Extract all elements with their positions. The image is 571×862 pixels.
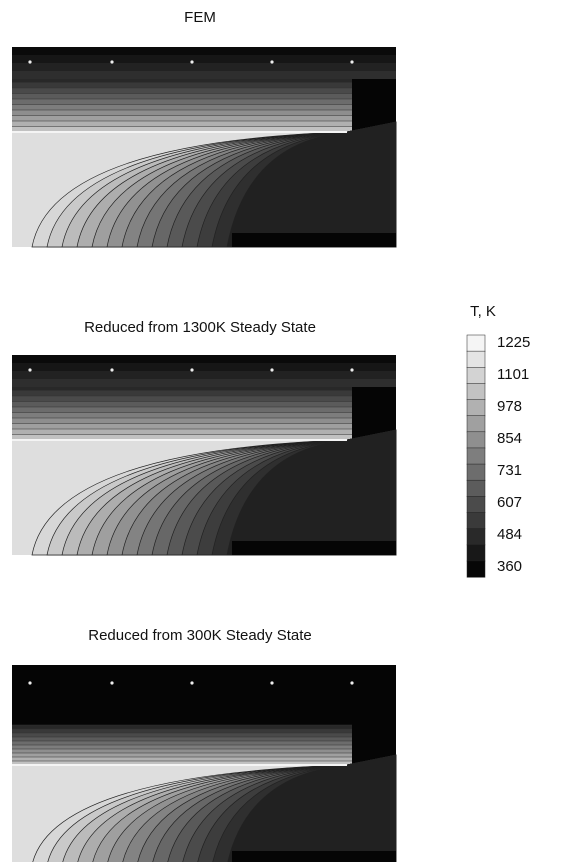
contour-band bbox=[12, 745, 352, 750]
contour-band bbox=[12, 418, 352, 424]
probe-dot bbox=[190, 368, 194, 372]
contour-band bbox=[12, 93, 352, 100]
probe-dot bbox=[28, 681, 32, 685]
colorbar-tick-label: 854 bbox=[497, 430, 522, 447]
colorbar-band bbox=[466, 496, 486, 514]
probe-dot bbox=[270, 60, 274, 64]
contour-band bbox=[12, 77, 352, 83]
probe-dot bbox=[350, 368, 354, 372]
probe-dot bbox=[270, 681, 274, 685]
probe-dot bbox=[110, 60, 114, 64]
cold-corner bbox=[232, 851, 396, 862]
probe-dot bbox=[350, 60, 354, 64]
contour-band bbox=[12, 749, 352, 754]
colorbar-tick-label: 607 bbox=[497, 494, 522, 511]
contour-band bbox=[12, 110, 352, 116]
contour-plot bbox=[12, 47, 397, 248]
contour-band bbox=[12, 725, 352, 730]
colorbar-tick-label: 731 bbox=[497, 462, 522, 479]
contour-band bbox=[12, 371, 396, 379]
panel-title: FEM bbox=[184, 9, 216, 26]
colorbar-band bbox=[466, 479, 486, 497]
contour-band bbox=[12, 753, 352, 758]
contour-band bbox=[12, 434, 352, 441]
colorbar-band bbox=[466, 383, 486, 401]
contour-band bbox=[12, 396, 352, 402]
contour-band bbox=[12, 82, 352, 89]
contour-band bbox=[12, 401, 352, 408]
colorbar-band bbox=[466, 544, 486, 562]
colorbar-band bbox=[466, 528, 486, 546]
probe-dot bbox=[270, 368, 274, 372]
colorbar-band bbox=[466, 512, 486, 530]
contour-band bbox=[12, 741, 352, 746]
colorbar-tick-label: 1225 bbox=[497, 334, 530, 351]
cold-corner bbox=[232, 541, 396, 555]
probe-dot bbox=[190, 60, 194, 64]
panel-title: Reduced from 300K Steady State bbox=[88, 627, 311, 644]
probe-dot bbox=[110, 368, 114, 372]
contour-band bbox=[12, 407, 352, 413]
contour-band bbox=[12, 412, 352, 419]
contour-band bbox=[12, 121, 352, 127]
contour-band bbox=[12, 390, 352, 397]
probe-dot bbox=[28, 368, 32, 372]
colorbar-band bbox=[466, 415, 486, 433]
probe-dot bbox=[110, 681, 114, 685]
contour-band bbox=[12, 47, 396, 55]
colorbar-band bbox=[466, 463, 486, 481]
contour-band bbox=[12, 385, 352, 391]
contour-band bbox=[12, 88, 352, 94]
probe-dot bbox=[28, 60, 32, 64]
contour-band bbox=[12, 55, 396, 63]
colorbar-title: T, K bbox=[470, 303, 496, 320]
contour-plot bbox=[12, 355, 397, 556]
contour-band bbox=[12, 379, 396, 387]
contour-band bbox=[12, 733, 352, 738]
colorbar-tick-label: 360 bbox=[497, 558, 522, 575]
contour-band bbox=[12, 115, 352, 122]
contour-band bbox=[12, 104, 352, 111]
panel-title: Reduced from 1300K Steady State bbox=[84, 319, 316, 336]
contour-band bbox=[12, 423, 352, 430]
probe-dot bbox=[350, 681, 354, 685]
colorbar-tick-label: 1101 bbox=[497, 366, 529, 383]
contour-band bbox=[12, 63, 396, 71]
contour-band bbox=[12, 737, 352, 742]
colorbar-band bbox=[466, 350, 486, 368]
contour-band bbox=[12, 355, 396, 363]
colorbar-band bbox=[466, 334, 486, 352]
colorbar-band bbox=[466, 399, 486, 417]
cold-corner bbox=[232, 233, 396, 247]
contour-band bbox=[12, 71, 396, 79]
colorbar-band bbox=[466, 431, 486, 449]
contour-band bbox=[12, 99, 352, 105]
contour-band bbox=[12, 363, 396, 371]
probe-dot bbox=[190, 681, 194, 685]
contour-band bbox=[12, 761, 352, 766]
colorbar-band bbox=[466, 447, 486, 465]
contour-band bbox=[12, 757, 352, 762]
colorbar-band bbox=[466, 367, 486, 384]
contour-band bbox=[12, 126, 352, 133]
colorbar-band bbox=[466, 560, 486, 578]
contour-band bbox=[12, 429, 352, 435]
colorbar-tick-label: 484 bbox=[497, 526, 522, 543]
contour-plot bbox=[12, 665, 397, 862]
colorbar-tick-label: 978 bbox=[497, 398, 522, 415]
contour-band bbox=[12, 729, 352, 734]
